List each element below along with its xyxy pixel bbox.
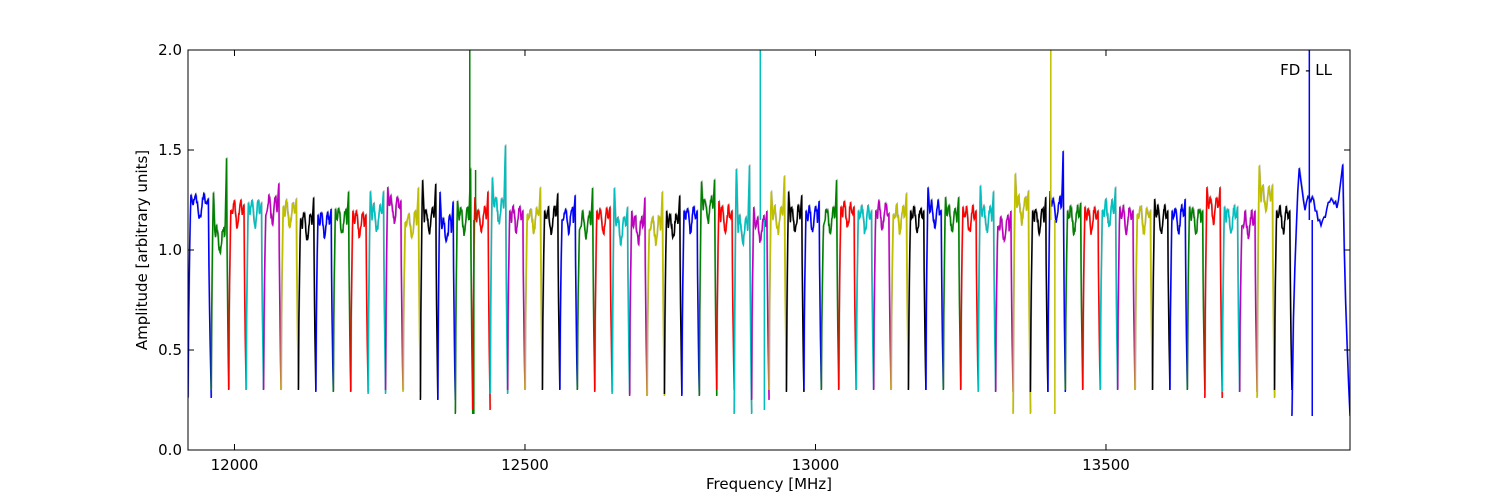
channel-line-29 bbox=[698, 179, 718, 397]
channel-line-60 bbox=[1238, 209, 1258, 393]
channel-line-38 bbox=[855, 204, 875, 391]
series-layer bbox=[188, 50, 1350, 417]
channel-line-42 bbox=[925, 187, 945, 391]
channel-line-50 bbox=[1064, 202, 1084, 391]
channel-line-41 bbox=[907, 205, 927, 391]
channel-line-28 bbox=[681, 206, 701, 397]
channel-line-18 bbox=[506, 203, 526, 391]
channel-line-51 bbox=[1081, 206, 1101, 391]
channel-line-39 bbox=[872, 198, 892, 391]
y-tick-label: 2.0 bbox=[158, 41, 182, 59]
channel-line-33 bbox=[768, 176, 788, 391]
channel-line-10 bbox=[367, 191, 387, 395]
channel-line-0 bbox=[188, 191, 212, 399]
channel-line-14 bbox=[437, 191, 457, 401]
channel-line-34 bbox=[785, 191, 805, 393]
channel-line-45 bbox=[977, 185, 997, 393]
channel-line-56 bbox=[1169, 199, 1189, 391]
channel-line-22 bbox=[576, 187, 596, 391]
channel-line-6 bbox=[297, 197, 317, 391]
x-tick-label: 12500 bbox=[501, 456, 549, 474]
channel-line-7 bbox=[315, 208, 335, 393]
channel-line-25 bbox=[628, 197, 648, 397]
channel-line-57 bbox=[1186, 206, 1206, 391]
y-tick-label: 1.0 bbox=[158, 241, 182, 259]
channel-line-53 bbox=[1116, 204, 1136, 391]
channel-line-24 bbox=[611, 188, 631, 395]
y-axis-label: Amplitude [arbitrary units] bbox=[133, 150, 151, 350]
channel-line-13 bbox=[419, 180, 439, 401]
channel-line-17 bbox=[489, 145, 509, 395]
channel-line-20 bbox=[541, 193, 561, 391]
channel-line-43 bbox=[942, 197, 962, 391]
channel-line-36 bbox=[820, 180, 840, 391]
channel-line-2 bbox=[227, 199, 247, 391]
channel-line-31 bbox=[733, 165, 753, 415]
channel-line-48 bbox=[1029, 197, 1049, 393]
y-tick-label: 1.5 bbox=[158, 141, 182, 159]
channel-line-59 bbox=[1221, 204, 1241, 393]
x-axis-label: Frequency [MHz] bbox=[706, 475, 832, 493]
channel-line-5 bbox=[280, 198, 300, 391]
channel-line-37 bbox=[837, 200, 857, 391]
x-tick-label: 13000 bbox=[792, 456, 840, 474]
channel-line-11 bbox=[384, 187, 404, 391]
chart-annotation: FD - LL bbox=[1280, 61, 1332, 79]
channel-line-4 bbox=[262, 183, 282, 391]
channel-line-58 bbox=[1204, 187, 1223, 399]
channel-line-12 bbox=[402, 187, 422, 393]
channel-line-19 bbox=[524, 187, 544, 391]
channel-line-46 bbox=[994, 210, 1014, 393]
channel-line-23 bbox=[593, 206, 613, 393]
channel-line-26 bbox=[646, 191, 666, 397]
channel-line-30 bbox=[715, 200, 735, 391]
channel-line-3 bbox=[245, 199, 265, 391]
channel-line-47 bbox=[1012, 173, 1032, 415]
y-tick-label: 0.0 bbox=[158, 441, 182, 459]
channel-line-61 bbox=[1256, 165, 1276, 399]
channel-line-35 bbox=[803, 200, 823, 391]
y-tick-label: 0.5 bbox=[158, 341, 182, 359]
channel-line-9 bbox=[349, 210, 369, 393]
tick-layer: 12000 12500 13000 13500 0.0 0.5 1.0 1.5 2.0 bbox=[158, 41, 1350, 474]
channel-line-21 bbox=[559, 195, 579, 391]
channel-line-40 bbox=[890, 193, 910, 391]
channel-line-54 bbox=[1134, 205, 1154, 391]
x-tick-label: 13500 bbox=[1082, 456, 1130, 474]
x-tick-label: 12000 bbox=[211, 456, 259, 474]
channel-line-63 bbox=[1291, 164, 1350, 417]
channel-line-1 bbox=[210, 158, 230, 391]
channel-line-32 bbox=[750, 207, 770, 401]
channel-line-62 bbox=[1273, 205, 1293, 391]
channel-line-27 bbox=[663, 195, 683, 395]
channel-line-55 bbox=[1151, 199, 1171, 391]
channel-line-8 bbox=[332, 191, 352, 393]
channel-line-52 bbox=[1099, 187, 1119, 391]
channel-line-44 bbox=[959, 204, 979, 391]
